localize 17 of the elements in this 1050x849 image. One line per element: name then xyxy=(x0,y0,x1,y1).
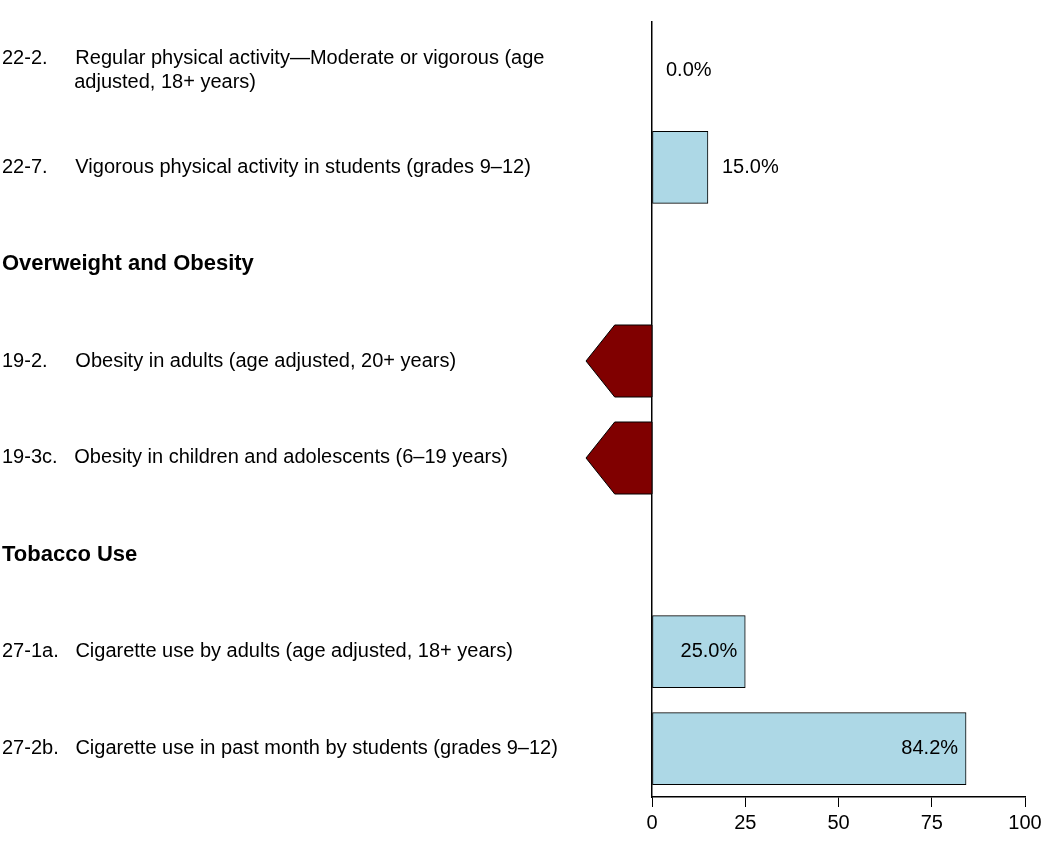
y-tick-label: 19-3c. Obesity in children and adolescents (6–19 years) xyxy=(2,445,508,468)
data-label: 0.0% xyxy=(666,57,712,80)
data-label: 25.0% xyxy=(680,639,738,662)
y-tick-label: 27-2b. Cigarette use in past month by students (grades 9–12) xyxy=(2,736,558,759)
x-tick-label: 50 xyxy=(827,810,850,833)
x-tick-label: 0 xyxy=(646,810,658,833)
data-label: 15.0% xyxy=(721,154,779,177)
y-tick-label: 22-7. Vigorous physical activity in students (grades 9–12) xyxy=(2,154,531,177)
y-tick-label: 22-2. Regular physical activity—Moderate or vigorous (age adjusted, 18+ years) xyxy=(2,45,545,92)
x-tick-label: 100 xyxy=(1008,810,1042,833)
x-tick-label: 25 xyxy=(734,810,757,833)
y-tick-label: 27-1a. Cigarette use by adults (age adjusted, 18+ years) xyxy=(2,639,513,662)
y-tick-label: Tobacco Use xyxy=(2,540,138,566)
data-label: 84.2% xyxy=(901,736,959,759)
y-tick-label: 19-2. Obesity in adults (age adjusted, 20+ years) xyxy=(2,348,457,371)
x-tick-label: 75 xyxy=(920,810,943,833)
y-tick-label: Overweight and Obesity xyxy=(2,250,255,276)
